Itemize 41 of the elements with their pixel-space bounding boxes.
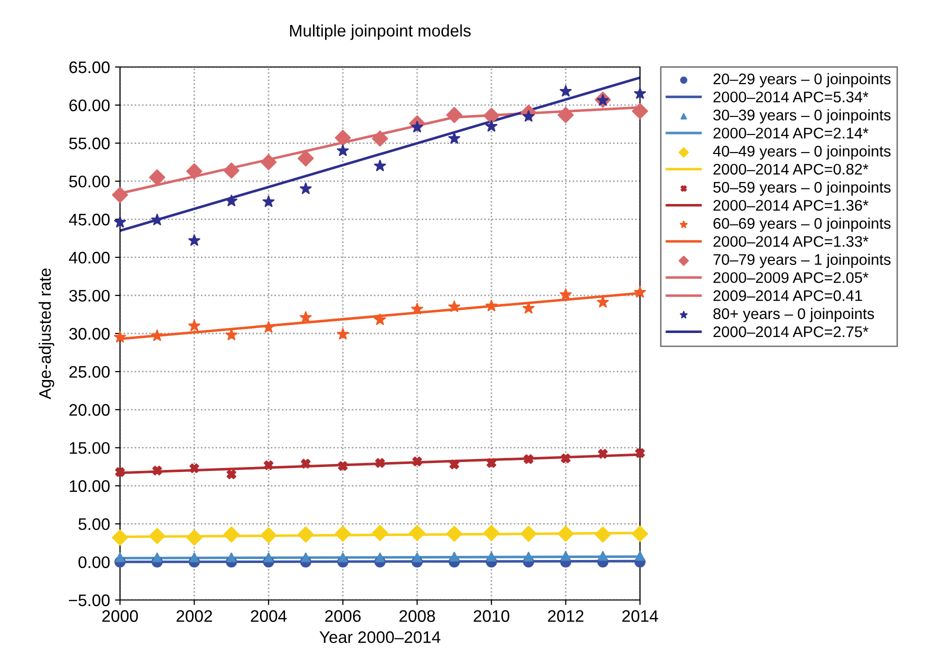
x-tick-label: 2014: [622, 610, 658, 622]
legend-label: 30–39 years – 0 joinpoints: [713, 109, 891, 124]
legend-label: 80+ years – 0 joinpoints: [713, 308, 874, 322]
y-tick-label: 5.00: [78, 518, 110, 530]
x-tick-label: 2010: [474, 610, 510, 622]
legend-label: 2000–2014 APC=0.82*: [714, 164, 868, 175]
x-tick-label: 2008: [399, 610, 435, 622]
legend-label: 20–29 years – 0 joinpoints: [714, 73, 891, 88]
y-tick-label: 10.00: [70, 480, 110, 492]
legend-label: 2000–2014 APC=2.75*: [714, 326, 868, 338]
y-tick-label: 0.00: [78, 556, 110, 568]
y-tick-label: 25.00: [69, 366, 110, 378]
legend-label: 60–69 years – 0 joinpoints: [714, 218, 891, 232]
legend-label: 50–59 years – 0 joinpoints: [713, 181, 891, 196]
legend-label: 40–49 years – 0 joinpoints: [713, 145, 891, 160]
y-tick-label: 15.00: [70, 442, 110, 454]
legend-label: 2000–2014 APC=1.33*: [714, 236, 868, 247]
x-tick-label: 2002: [176, 610, 212, 622]
y-tick-label: 35.00: [69, 290, 110, 302]
x-tick-label: 2012: [548, 610, 584, 622]
y-tick-label: 50.00: [69, 176, 110, 188]
x-tick-label: 2004: [250, 610, 287, 622]
y-tick-label: 65.00: [69, 61, 110, 74]
y-tick-label: 55.00: [69, 138, 110, 150]
y-tick-label: 40.00: [68, 252, 110, 264]
legend-label: 2000–2014 APC=1.36*: [714, 200, 868, 211]
y-axis-title: Age-adjusted rate: [38, 268, 54, 400]
x-tick-label: 2006: [325, 610, 361, 622]
x-axis-title: Year 2000–2014: [320, 631, 440, 644]
y-tick-label: 45.00: [68, 214, 110, 226]
legend-label: 2009–2014 APC=0.41: [714, 290, 862, 302]
legend-label: 2000–2014 APC=2.14*: [714, 128, 868, 139]
legend-label: 2000–2009 APC=2.05*: [714, 272, 868, 284]
y-tick-label: 30.00: [69, 328, 110, 340]
y-tick-label: 20.00: [69, 404, 110, 416]
chart-title: Multiple joinpoint models: [290, 24, 471, 40]
x-tick-label: 2000: [102, 610, 138, 622]
y-tick-label: −5.00: [68, 594, 110, 606]
y-tick-label: 60.00: [69, 99, 110, 112]
legend-label: 70–79 years – 1 joinpoints: [714, 254, 891, 268]
legend-label: 2000–2014 APC=5.34*: [714, 92, 868, 102]
